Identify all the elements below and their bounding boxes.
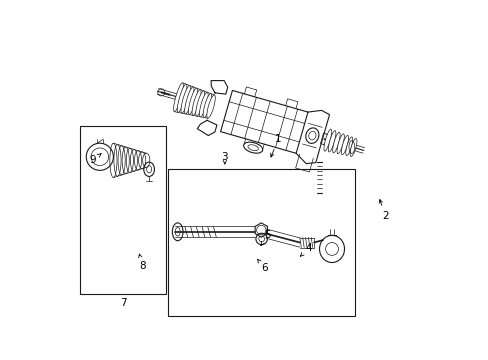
Ellipse shape xyxy=(177,84,186,112)
Ellipse shape xyxy=(203,94,211,118)
Ellipse shape xyxy=(327,131,335,152)
Ellipse shape xyxy=(341,135,348,155)
Text: 5: 5 xyxy=(261,230,270,246)
Text: 7: 7 xyxy=(120,298,126,308)
Text: 1: 1 xyxy=(270,134,281,157)
Ellipse shape xyxy=(336,134,344,154)
Ellipse shape xyxy=(199,92,208,117)
Text: 6: 6 xyxy=(257,259,267,273)
Ellipse shape xyxy=(323,129,331,151)
Text: 9: 9 xyxy=(89,154,101,165)
Ellipse shape xyxy=(206,95,215,118)
Ellipse shape xyxy=(332,132,339,153)
Text: 8: 8 xyxy=(139,254,146,271)
Text: 3: 3 xyxy=(221,152,228,162)
Text: 2: 2 xyxy=(379,199,388,221)
Ellipse shape xyxy=(188,88,197,114)
Ellipse shape xyxy=(173,83,183,112)
Text: 4: 4 xyxy=(300,243,311,256)
Ellipse shape xyxy=(195,91,204,116)
Ellipse shape xyxy=(184,87,194,114)
Ellipse shape xyxy=(349,139,356,156)
Ellipse shape xyxy=(192,90,201,115)
Ellipse shape xyxy=(247,145,258,150)
Bar xyxy=(80,126,165,294)
Ellipse shape xyxy=(181,85,190,113)
Ellipse shape xyxy=(243,142,262,153)
Ellipse shape xyxy=(345,137,352,156)
Bar xyxy=(167,169,354,316)
